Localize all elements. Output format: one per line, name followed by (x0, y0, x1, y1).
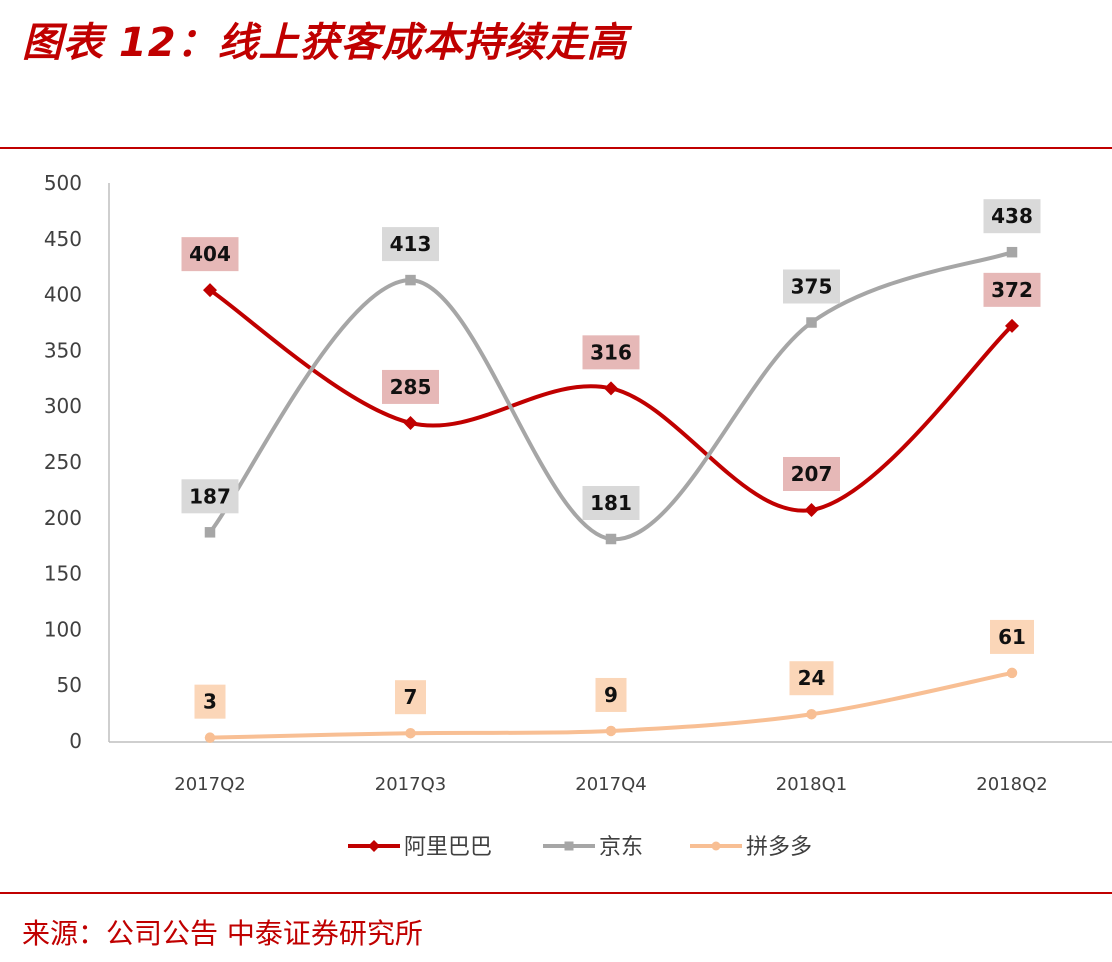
y-tick-label: 500 (44, 171, 82, 195)
x-tick-label: 2017Q3 (375, 774, 446, 795)
data-point-marker (605, 533, 617, 545)
data-point-marker (605, 725, 617, 737)
data-point-marker (806, 708, 817, 720)
data-label: 285 (390, 375, 432, 399)
data-point-marker (1006, 246, 1018, 258)
data-label: 7 (404, 685, 418, 709)
data-label: 375 (791, 275, 833, 299)
legend-label: 拼多多 (746, 835, 812, 860)
data-label: 207 (791, 462, 833, 486)
data-label: 61 (998, 625, 1026, 649)
data-point-marker (203, 283, 217, 298)
data-point-marker (204, 527, 216, 538)
data-label: 413 (390, 232, 432, 256)
data-label-background (382, 227, 439, 262)
x-tick-label: 2018Q1 (776, 774, 847, 795)
data-label: 372 (991, 278, 1033, 302)
x-tick-label: 2017Q2 (174, 774, 245, 795)
x-tick-label: 2018Q2 (976, 774, 1047, 795)
data-label-background (181, 237, 239, 272)
data-label-background (582, 335, 640, 370)
data-label-background (983, 199, 1041, 234)
data-label: 9 (604, 683, 618, 707)
y-tick-label: 150 (44, 562, 82, 586)
data-point-marker (804, 502, 819, 517)
data-point-marker (806, 317, 817, 328)
series-line-1 (208, 250, 1013, 542)
data-point-marker (405, 274, 416, 286)
y-tick-label: 0 (69, 729, 82, 753)
data-label-background (382, 369, 439, 404)
data-point-marker (204, 732, 216, 743)
data-label: 438 (991, 204, 1033, 228)
legend-label: 京东 (599, 835, 643, 860)
source-note: 来源：公司公告 中泰证券研究所 (22, 917, 423, 950)
data-label-background (395, 680, 426, 715)
data-label-background (783, 269, 840, 304)
data-label-background (181, 479, 239, 514)
data-point-marker (1006, 667, 1018, 679)
y-tick-label: 250 (44, 450, 82, 474)
figure-title: 图表 12：线上获客成本持续走高 (22, 20, 628, 66)
legend-marker (564, 841, 574, 851)
bottom-divider (0, 892, 1112, 894)
data-label: 404 (189, 242, 231, 266)
data-label-background (990, 619, 1034, 654)
y-tick-label: 450 (44, 227, 82, 251)
legend-marker (711, 841, 721, 851)
y-tick-label: 300 (44, 394, 82, 418)
data-label: 187 (189, 484, 231, 508)
y-tick-label: 200 (44, 506, 82, 530)
legend-label: 阿里巴巴 (404, 835, 492, 860)
data-label: 24 (798, 666, 826, 690)
data-label-background (983, 272, 1041, 307)
data-label: 3 (203, 690, 217, 714)
data-label-background (582, 486, 640, 521)
data-label-background (783, 456, 840, 491)
data-label-background (789, 661, 834, 696)
y-tick-label: 100 (44, 617, 82, 641)
data-point-marker (604, 381, 618, 396)
y-tick-label: 50 (57, 673, 82, 697)
data-label: 181 (590, 491, 632, 515)
data-point-marker (1005, 318, 1019, 333)
data-point-marker (403, 415, 418, 430)
data-label-background (194, 684, 226, 719)
data-label-background (595, 677, 627, 712)
y-tick-label: 350 (44, 338, 82, 362)
series-line-0 (208, 288, 1014, 513)
x-tick-label: 2017Q4 (575, 774, 646, 795)
data-point-marker (405, 727, 416, 739)
top-divider (0, 147, 1112, 149)
legend-marker (368, 840, 380, 852)
data-label: 316 (590, 340, 632, 364)
y-tick-label: 400 (44, 283, 82, 307)
